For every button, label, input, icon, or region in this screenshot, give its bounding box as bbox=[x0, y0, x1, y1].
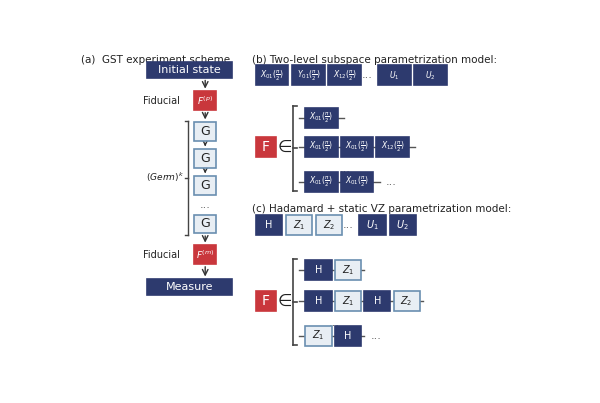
FancyBboxPatch shape bbox=[194, 122, 216, 141]
Text: ...: ... bbox=[386, 177, 397, 187]
FancyBboxPatch shape bbox=[378, 65, 410, 85]
FancyBboxPatch shape bbox=[194, 149, 216, 168]
Text: H: H bbox=[374, 296, 381, 306]
Text: ...: ... bbox=[362, 70, 373, 80]
FancyBboxPatch shape bbox=[256, 65, 288, 85]
Text: ...: ... bbox=[328, 318, 339, 328]
FancyBboxPatch shape bbox=[335, 326, 361, 346]
Text: G: G bbox=[200, 125, 210, 138]
Text: ...: ... bbox=[370, 330, 381, 341]
FancyBboxPatch shape bbox=[328, 65, 361, 85]
FancyBboxPatch shape bbox=[341, 137, 373, 157]
FancyBboxPatch shape bbox=[335, 260, 361, 280]
FancyBboxPatch shape bbox=[194, 91, 216, 110]
Text: ...: ... bbox=[343, 220, 354, 231]
Text: $Z_1$: $Z_1$ bbox=[312, 329, 325, 343]
Text: $U_1$: $U_1$ bbox=[366, 218, 379, 233]
Text: $X_{01}(\frac{\pi}{2})$: $X_{01}(\frac{\pi}{2})$ bbox=[310, 174, 334, 189]
Text: (a)  GST experiment scheme: (a) GST experiment scheme bbox=[81, 54, 230, 64]
Text: $Z_2$: $Z_2$ bbox=[400, 294, 413, 308]
FancyBboxPatch shape bbox=[305, 137, 338, 157]
FancyBboxPatch shape bbox=[256, 216, 282, 235]
Text: $X_{01}(\frac{\pi}{2})$: $X_{01}(\frac{\pi}{2})$ bbox=[345, 139, 369, 154]
FancyBboxPatch shape bbox=[194, 176, 216, 195]
FancyBboxPatch shape bbox=[305, 260, 332, 280]
Text: $X_{12}(\frac{\pi}{2})$: $X_{12}(\frac{\pi}{2})$ bbox=[380, 139, 405, 154]
FancyBboxPatch shape bbox=[359, 216, 386, 235]
FancyBboxPatch shape bbox=[415, 65, 447, 85]
Text: $X_{01}(\frac{\pi}{2})$: $X_{01}(\frac{\pi}{2})$ bbox=[345, 174, 369, 189]
Text: $Y_{01}(\frac{\pi}{2})$: $Y_{01}(\frac{\pi}{2})$ bbox=[296, 68, 320, 83]
Text: $(Germ)^k$: $(Germ)^k$ bbox=[146, 171, 184, 185]
Text: ...: ... bbox=[340, 164, 351, 174]
Text: G: G bbox=[200, 218, 210, 231]
FancyBboxPatch shape bbox=[376, 137, 409, 157]
Text: $Z_1$: $Z_1$ bbox=[341, 294, 354, 308]
FancyBboxPatch shape bbox=[194, 215, 216, 233]
Text: (b) Two-level subspace parametrization model:: (b) Two-level subspace parametrization m… bbox=[252, 54, 497, 64]
Text: ...: ... bbox=[200, 199, 211, 210]
Text: $X_{01}(\frac{\pi}{2})$: $X_{01}(\frac{\pi}{2})$ bbox=[260, 68, 284, 83]
FancyBboxPatch shape bbox=[389, 216, 416, 235]
Text: $\in$: $\in$ bbox=[274, 138, 293, 156]
Text: $X_{12}(\frac{\pi}{2})$: $X_{12}(\frac{\pi}{2})$ bbox=[332, 68, 357, 83]
FancyBboxPatch shape bbox=[394, 291, 420, 311]
Text: $U_2$: $U_2$ bbox=[397, 218, 409, 233]
Text: $U_2$: $U_2$ bbox=[425, 69, 436, 81]
FancyBboxPatch shape bbox=[305, 326, 332, 346]
FancyBboxPatch shape bbox=[305, 172, 338, 191]
Text: H: H bbox=[314, 265, 322, 275]
Text: F: F bbox=[262, 294, 269, 308]
FancyBboxPatch shape bbox=[305, 291, 332, 311]
Text: H: H bbox=[344, 330, 352, 341]
FancyBboxPatch shape bbox=[292, 65, 325, 85]
Text: F: F bbox=[262, 140, 269, 154]
Text: G: G bbox=[200, 152, 210, 165]
FancyBboxPatch shape bbox=[335, 291, 361, 311]
Text: $\in$: $\in$ bbox=[274, 292, 293, 310]
Text: $Z_2$: $Z_2$ bbox=[323, 218, 335, 233]
FancyBboxPatch shape bbox=[286, 216, 312, 235]
Text: G: G bbox=[200, 179, 210, 192]
Text: Measure: Measure bbox=[166, 282, 214, 292]
Text: H: H bbox=[314, 296, 322, 306]
Text: $X_{01}(\frac{\pi}{2})$: $X_{01}(\frac{\pi}{2})$ bbox=[310, 110, 334, 125]
FancyBboxPatch shape bbox=[194, 245, 216, 264]
Text: $X_{01}(\frac{\pi}{2})$: $X_{01}(\frac{\pi}{2})$ bbox=[310, 139, 334, 154]
Text: $F^{(m)}$: $F^{(m)}$ bbox=[196, 249, 214, 261]
FancyBboxPatch shape bbox=[341, 172, 373, 191]
FancyBboxPatch shape bbox=[147, 62, 232, 78]
Text: (c) Hadamard + static VZ parametrization model:: (c) Hadamard + static VZ parametrization… bbox=[252, 204, 511, 214]
FancyBboxPatch shape bbox=[305, 108, 338, 128]
FancyBboxPatch shape bbox=[256, 291, 276, 311]
FancyBboxPatch shape bbox=[364, 291, 391, 311]
Text: Fiducial: Fiducial bbox=[143, 96, 180, 106]
FancyBboxPatch shape bbox=[147, 279, 232, 295]
FancyBboxPatch shape bbox=[316, 216, 343, 235]
FancyBboxPatch shape bbox=[256, 137, 276, 157]
Text: Initial state: Initial state bbox=[158, 65, 221, 75]
Text: H: H bbox=[265, 220, 272, 231]
Text: $Z_1$: $Z_1$ bbox=[293, 218, 305, 233]
Text: Fiducial: Fiducial bbox=[143, 250, 180, 260]
Text: $U_1$: $U_1$ bbox=[389, 69, 400, 81]
Text: $F^{(p)}$: $F^{(p)}$ bbox=[197, 95, 214, 107]
Text: $Z_1$: $Z_1$ bbox=[341, 263, 354, 277]
